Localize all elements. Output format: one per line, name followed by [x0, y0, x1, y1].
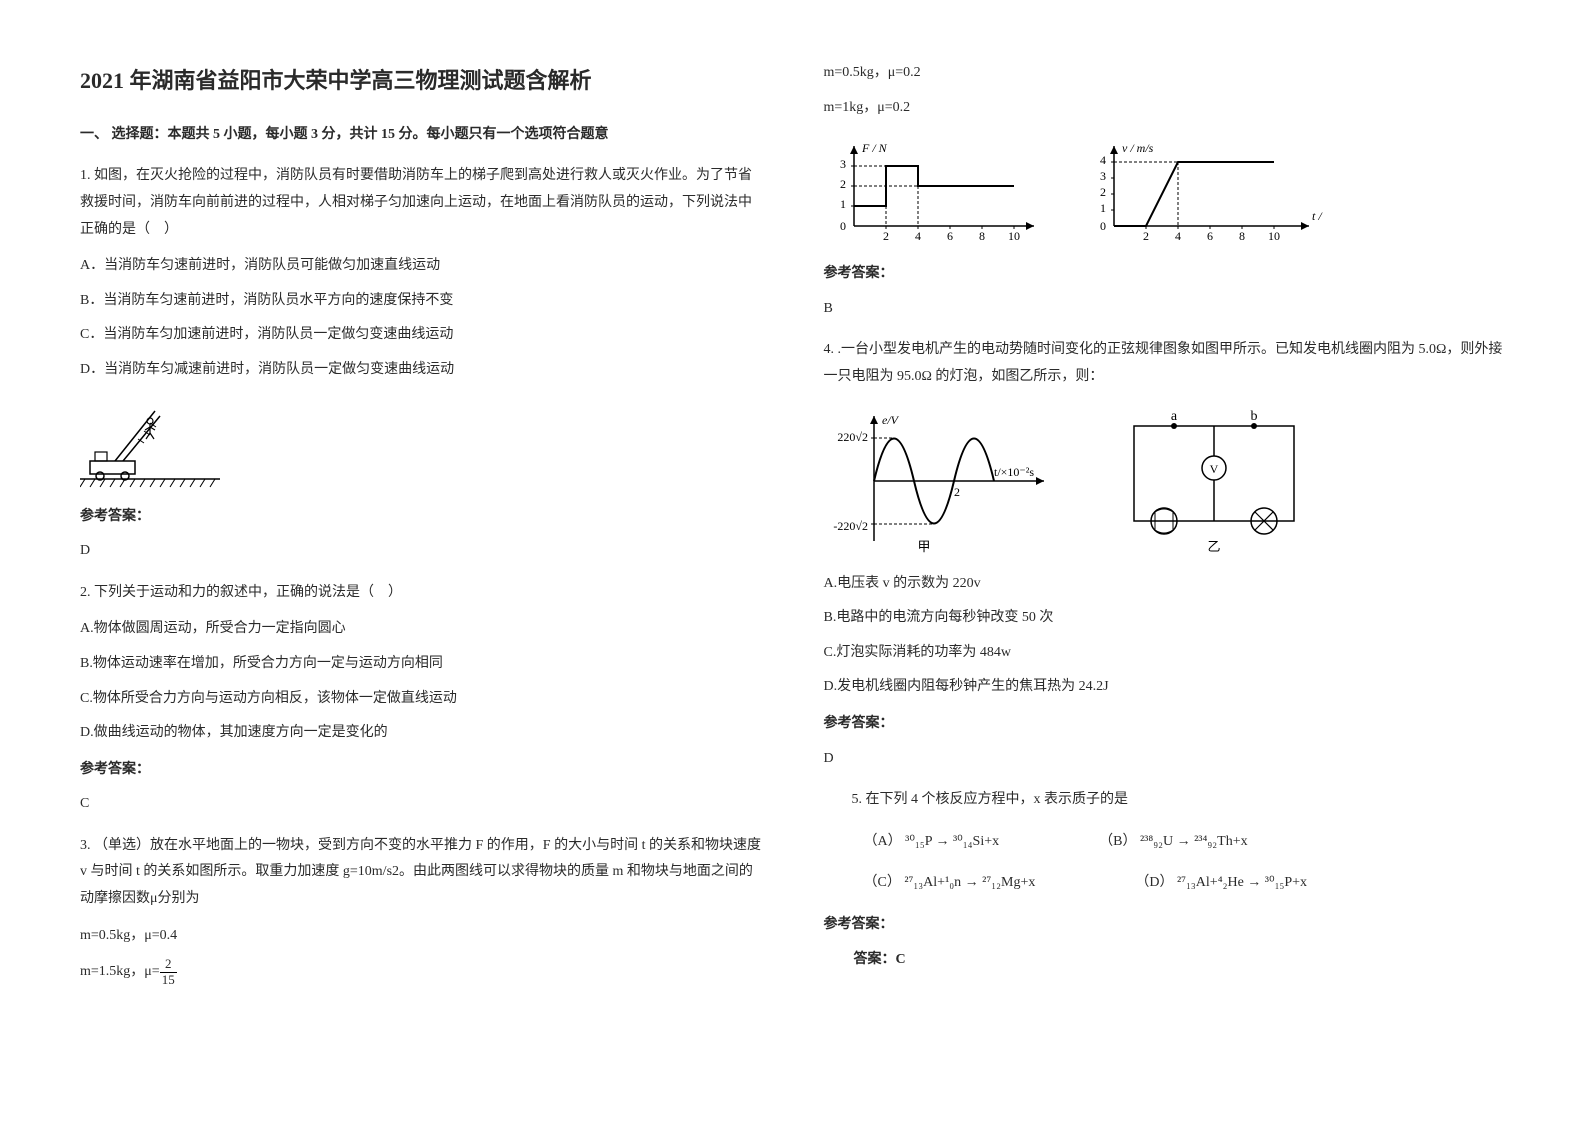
svg-text:8: 8 — [979, 229, 985, 243]
q3-option-d: m=1kg，μ=0.2 — [824, 95, 1508, 122]
q1-answer: D — [80, 538, 764, 565]
q1-option-b: B．当消防车匀速前进时，消防队员水平方向的速度保持不变 — [80, 288, 764, 315]
q1-option-a: A．当消防车匀速前进时，消防队员可能做匀加速直线运动 — [80, 253, 764, 280]
svg-text:4: 4 — [1100, 153, 1106, 167]
svg-text:3: 3 — [840, 157, 846, 171]
svg-text:2: 2 — [883, 229, 889, 243]
svg-text:6: 6 — [1207, 229, 1213, 243]
svg-text:8: 8 — [1239, 229, 1245, 243]
svg-text:4: 4 — [1175, 229, 1181, 243]
q3-answer-label: 参考答案： — [824, 261, 1508, 288]
q4-circuit-yi: a b V 乙 — [1114, 406, 1314, 556]
q4-stem: 4. .一台小型发电机产生的电动势随时间变化的正弦规律图象如图甲所示。已知发电机… — [824, 337, 1508, 390]
svg-text:2: 2 — [954, 485, 960, 499]
q3-optb-prefix: m=1.5kg，μ= — [80, 964, 160, 979]
q5-option-b: （B） ²³⁸₉₂U → ²³⁴₉₂Th+x — [1099, 829, 1247, 856]
q2-option-c: C.物体所受合力方向与运动方向相反，该物体一定做直线运动 — [80, 686, 764, 713]
q1-stem: 1. 如图，在灭火抢险的过程中，消防队员有时要借助消防车上的梯子爬到高处进行救人… — [80, 163, 764, 243]
svg-text:v / m/s: v / m/s — [1122, 141, 1154, 155]
q1-option-c: C．当消防车匀加速前进时，消防队员一定做匀变速曲线运动 — [80, 322, 764, 349]
svg-text:V: V — [1209, 462, 1218, 476]
question-1: 1. 如图，在灭火抢险的过程中，消防队员有时要借助消防车上的梯子爬到高处进行救人… — [80, 163, 764, 564]
svg-text:0: 0 — [1100, 219, 1106, 233]
q5-option-d: （D） ²⁷₁₃Al+⁴₂He → ³⁰₁₅P+x — [1135, 870, 1307, 897]
q1-answer-label: 参考答案： — [80, 504, 764, 531]
svg-text:t / s: t / s — [1312, 209, 1324, 223]
svg-text:1: 1 — [1100, 201, 1106, 215]
svg-text:F / N: F / N — [861, 141, 888, 155]
svg-text:a: a — [1170, 409, 1177, 424]
q5-row2: （C） ²⁷₁₃Al+¹₀n → ²⁷₁₂Mg+x （D） ²⁷₁₃Al+⁴₂H… — [864, 870, 1508, 897]
svg-text:1: 1 — [840, 197, 846, 211]
q5-answer-label: 参考答案： — [824, 912, 1508, 939]
svg-text:2: 2 — [840, 177, 846, 191]
section-header: 一、 选择题：本题共 5 小题，每小题 3 分，共计 15 分。每小题只有一个选… — [80, 122, 764, 149]
q1-figure — [80, 399, 764, 489]
svg-text:e/V: e/V — [882, 413, 900, 427]
svg-text:10: 10 — [1008, 229, 1020, 243]
question-2: 2. 下列关于运动和力的叙述中，正确的说法是（ ） A.物体做圆周运动，所受合力… — [80, 580, 764, 818]
q2-answer-label: 参考答案： — [80, 757, 764, 784]
svg-text:4: 4 — [915, 229, 921, 243]
q2-stem: 2. 下列关于运动和力的叙述中，正确的说法是（ ） — [80, 580, 764, 607]
q5-row1: （A） ³⁰₁₅P → ³⁰₁₄Si+x （B） ²³⁸₉₂U → ²³⁴₉₂T… — [864, 829, 1508, 856]
q3-answer: B — [824, 296, 1508, 323]
q4-answer-label: 参考答案： — [824, 711, 1508, 738]
q2-option-d: D.做曲线运动的物体，其加速度方向一定是变化的 — [80, 720, 764, 747]
svg-text:10: 10 — [1268, 229, 1280, 243]
q4-answer: D — [824, 746, 1508, 773]
q5-answer: 答案：C — [824, 947, 1508, 974]
svg-text:t/×10⁻²s: t/×10⁻²s — [994, 465, 1034, 479]
svg-text:6: 6 — [947, 229, 953, 243]
q3-stem: 3. （单选）放在水平地面上的一物块，受到方向不变的水平推力 F 的作用，F 的… — [80, 833, 764, 913]
q5-option-a: （A） ³⁰₁₅P → ³⁰₁₄Si+x — [864, 829, 1000, 856]
q4-figure: e/V 220√2 -220√2 t/×10⁻²s 2 甲 — [824, 406, 1508, 556]
q2-option-a: A.物体做圆周运动，所受合力一定指向圆心 — [80, 616, 764, 643]
svg-text:-220√2: -220√2 — [833, 519, 868, 533]
q2-option-b: B.物体运动速率在增加，所受合力方向一定与运动方向相同 — [80, 651, 764, 678]
svg-text:3: 3 — [1100, 169, 1106, 183]
q3-optb-num: 2 — [160, 957, 177, 972]
q3-option-a: m=0.5kg，μ=0.4 — [80, 923, 764, 950]
q2-answer: C — [80, 791, 764, 818]
svg-text:甲: 甲 — [917, 539, 930, 554]
question-5: 5. 在下列 4 个核反应方程中，x 表示质子的是 （A） ³⁰₁₅P → ³⁰… — [824, 787, 1508, 973]
q1-option-d: D．当消防车匀减速前进时，消防队员一定做匀变速曲线运动 — [80, 357, 764, 384]
q4-chart-jia: e/V 220√2 -220√2 t/×10⁻²s 2 甲 — [824, 406, 1054, 556]
q4-option-a: A.电压表 v 的示数为 220v — [824, 571, 1508, 598]
q3-option-b: m=1.5kg，μ= 2 15 — [80, 957, 764, 987]
q3-chart-left: F / N 0 1 2 3 2 4 6 8 10 — [824, 136, 1044, 246]
q3-chart-right: v / m/s t / s 0 1 2 3 4 2 4 6 8 10 — [1084, 136, 1324, 246]
svg-text:0: 0 — [840, 219, 846, 233]
svg-text:2: 2 — [1143, 229, 1149, 243]
q4-option-c: C.灯泡实际消耗的功率为 484w — [824, 640, 1508, 667]
q3-figure: F / N 0 1 2 3 2 4 6 8 10 — [824, 136, 1508, 246]
svg-text:2: 2 — [1100, 185, 1106, 199]
q4-option-d: D.发电机线圈内阻每秒钟产生的焦耳热为 24.2J — [824, 674, 1508, 701]
question-4: 4. .一台小型发电机产生的电动势随时间变化的正弦规律图象如图甲所示。已知发电机… — [824, 337, 1508, 772]
svg-text:220√2: 220√2 — [837, 430, 868, 444]
page-title: 2021 年湖南省益阳市大荣中学高三物理测试题含解析 — [80, 60, 764, 102]
q5-option-c: （C） ²⁷₁₃Al+¹₀n → ²⁷₁₂Mg+x — [864, 870, 1036, 897]
q3-option-c: m=0.5kg，μ=0.2 — [824, 60, 1508, 87]
q4-option-b: B.电路中的电流方向每秒钟改变 50 次 — [824, 605, 1508, 632]
svg-text:b: b — [1250, 409, 1257, 424]
q5-stem: 5. 在下列 4 个核反应方程中，x 表示质子的是 — [824, 787, 1508, 814]
q3-optb-den: 15 — [160, 973, 177, 987]
question-3: 3. （单选）放在水平地面上的一物块，受到方向不变的水平推力 F 的作用，F 的… — [80, 833, 764, 987]
svg-text:乙: 乙 — [1207, 539, 1220, 554]
